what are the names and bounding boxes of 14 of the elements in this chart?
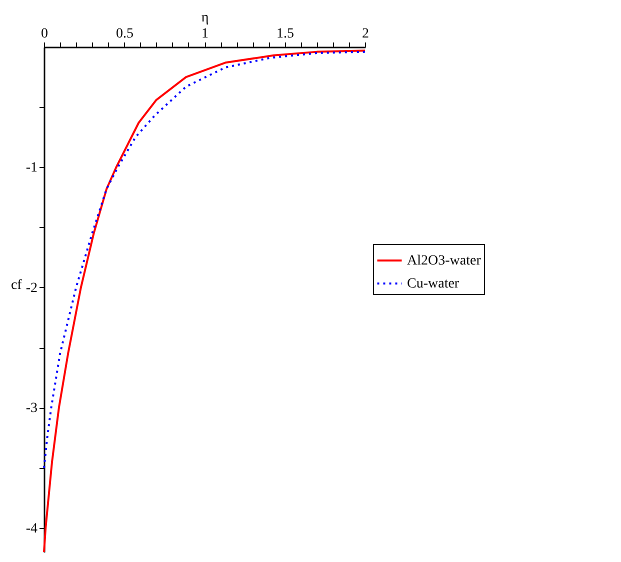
legend-label: Al2O3-water (407, 253, 482, 268)
x-tick-label: 0.5 (116, 26, 134, 42)
line-series (43, 50, 366, 469)
x-tick-label: 1 (202, 26, 208, 42)
y-tick-label: -3 (26, 401, 38, 416)
x-axis-title: η (201, 10, 209, 26)
x-tick-label: 2 (362, 26, 369, 42)
y-tick-label: -4 (26, 521, 38, 536)
y-axis-title: cf (10, 278, 22, 293)
x-tick-label: 1.5 (276, 26, 294, 42)
legend-label: Cu-water (407, 276, 460, 292)
y-tick-label: -2 (26, 280, 38, 296)
y-tick-label: -1 (26, 160, 38, 176)
x-tick-label: 0 (41, 26, 48, 42)
